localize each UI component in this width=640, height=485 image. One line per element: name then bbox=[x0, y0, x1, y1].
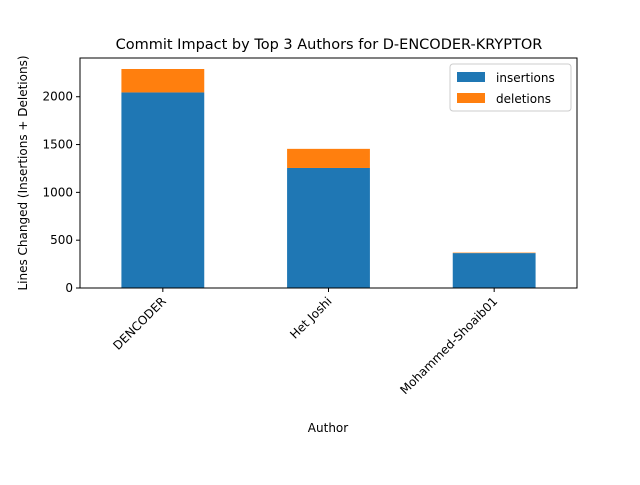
bar-deletions-het-joshi bbox=[287, 149, 370, 168]
legend-swatch-deletions bbox=[457, 93, 485, 103]
x-tick-label: Het Joshi bbox=[287, 294, 334, 341]
x-tick-label: Mohammed-Shoaib01 bbox=[397, 294, 500, 397]
y-tick-label: 500 bbox=[50, 233, 73, 247]
y-tick-label: 2000 bbox=[42, 90, 73, 104]
bar-deletions-dencoder bbox=[121, 69, 204, 92]
legend-swatch-insertions bbox=[457, 72, 485, 82]
chart-title: Commit Impact by Top 3 Authors for D-ENC… bbox=[116, 37, 543, 53]
y-tick-label: 1500 bbox=[42, 138, 73, 152]
y-tick-label: 1000 bbox=[42, 185, 73, 199]
x-tick-label: DENCODER bbox=[110, 294, 169, 353]
x-axis-ticks: DENCODER Het Joshi Mohammed-Shoaib01 bbox=[110, 288, 500, 397]
bar-insertions-het-joshi bbox=[287, 168, 370, 288]
bar-insertions-dencoder bbox=[121, 92, 204, 288]
bar-insertions-mohammed-shoaib01 bbox=[453, 253, 536, 288]
legend-label-deletions: deletions bbox=[496, 92, 551, 106]
x-axis-label: Author bbox=[308, 421, 348, 435]
y-tick-label: 0 bbox=[65, 281, 73, 295]
legend-label-insertions: insertions bbox=[496, 71, 555, 85]
legend: insertions deletions bbox=[450, 64, 571, 111]
y-axis-ticks: 0 500 1000 1500 2000 bbox=[42, 90, 80, 295]
y-axis-label: Lines Changed (Insertions + Deletions) bbox=[16, 55, 30, 290]
